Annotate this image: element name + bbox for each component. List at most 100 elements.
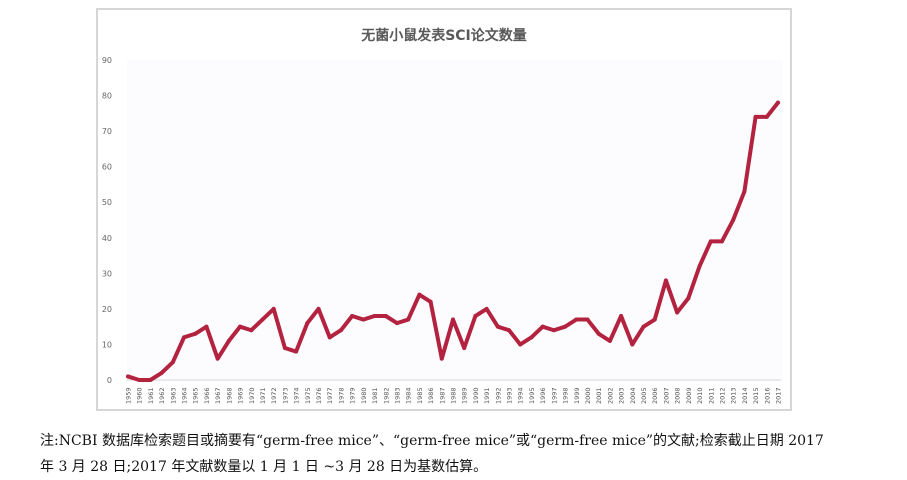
x-tick-label: 2012 <box>718 387 726 404</box>
x-tick-label: 1970 <box>248 387 256 404</box>
x-tick-label: 2013 <box>730 387 738 404</box>
data-point <box>428 299 433 304</box>
x-tick-label: 1976 <box>315 387 323 404</box>
x-tick-label: 1973 <box>281 387 289 404</box>
data-point <box>462 346 467 350</box>
caption-line-1: 注:NCBI 数据库检索题目或摘要有“germ-free mice”、“germ… <box>40 433 824 449</box>
data-point <box>473 314 478 318</box>
data-point <box>630 342 635 347</box>
data-point <box>686 296 691 301</box>
x-tick-label: 2009 <box>685 387 693 404</box>
x-tick-label: 2015 <box>752 387 760 404</box>
x-tick-label: 1981 <box>371 387 379 404</box>
x-tick-label: 1959 <box>125 387 133 404</box>
x-tick-label: 1971 <box>259 387 267 404</box>
x-axis: 1959 1960 1961 1962 1963 1964 1965 1966 1967 1968… <box>125 379 783 404</box>
x-tick-label: 2011 <box>707 387 715 404</box>
x-tick-label: 1982 <box>382 387 390 404</box>
x-tick-label: 1993 <box>506 387 514 404</box>
x-tick-label: 2017 <box>775 387 783 404</box>
data-point <box>193 331 198 336</box>
x-tick-label: 1975 <box>304 387 312 404</box>
data-point <box>327 335 332 340</box>
x-tick-label: 2005 <box>640 387 648 404</box>
data-point <box>372 314 377 318</box>
y-tick-label: 90 <box>102 56 112 65</box>
data-point <box>439 356 444 361</box>
data-point <box>226 338 231 343</box>
data-point <box>719 239 724 244</box>
data-point <box>159 370 164 375</box>
data-point <box>697 264 702 269</box>
data-point <box>294 349 299 354</box>
data-point <box>383 314 388 318</box>
x-tick-label: 1999 <box>573 387 581 404</box>
data-point <box>406 317 411 322</box>
data-point <box>204 324 209 329</box>
chart-title: 无菌小鼠发表SCI论文数量 <box>360 27 527 44</box>
x-tick-label: 1983 <box>393 387 401 404</box>
x-tick-label: 1965 <box>192 387 200 404</box>
data-point <box>271 306 276 311</box>
data-point <box>238 324 243 329</box>
data-point <box>260 317 265 322</box>
data-point <box>652 317 657 322</box>
data-point <box>563 324 568 329</box>
x-tick-label: 2001 <box>595 387 603 404</box>
y-tick-label: 70 <box>102 127 112 136</box>
x-tick-label: 1962 <box>158 387 166 404</box>
x-tick-label: 1980 <box>360 387 368 404</box>
data-point <box>585 317 590 322</box>
chart-frame: 无菌小鼠发表SCI论文数量 0 10 20 30 40 50 60 70 80 90 1959 19… <box>96 8 792 411</box>
series-group <box>126 100 780 382</box>
x-tick-label: 2000 <box>584 387 592 404</box>
data-point <box>641 324 646 329</box>
data-point <box>540 324 545 329</box>
data-point <box>776 100 780 105</box>
y-tick-label: 50 <box>102 198 112 207</box>
x-tick-label: 2016 <box>763 387 771 404</box>
data-point <box>126 374 130 379</box>
x-tick-label: 1961 <box>147 387 155 404</box>
data-point <box>249 328 254 333</box>
x-tick-label: 1978 <box>337 387 345 404</box>
data-point <box>137 378 142 382</box>
plot-area <box>127 60 783 382</box>
figure-caption: 注:NCBI 数据库检索题目或摘要有“germ-free mice”、“germ… <box>40 428 890 480</box>
data-point <box>394 321 399 326</box>
y-tick-label: 60 <box>102 163 112 172</box>
data-point <box>663 278 668 283</box>
x-tick-label: 1997 <box>550 387 558 404</box>
data-point <box>215 356 220 361</box>
x-tick-label: 1988 <box>450 387 458 404</box>
x-tick-label: 1960 <box>136 387 144 404</box>
x-tick-label: 2002 <box>606 387 614 404</box>
data-point <box>148 378 153 382</box>
x-tick-label: 1966 <box>203 387 211 404</box>
x-tick-label: 1998 <box>562 387 570 404</box>
x-tick-label: 1984 <box>405 387 413 404</box>
data-point <box>619 314 624 318</box>
data-point <box>182 335 187 340</box>
data-point <box>731 218 736 222</box>
data-point <box>742 189 747 194</box>
data-point <box>753 114 758 119</box>
x-tick-label: 1974 <box>293 387 301 404</box>
x-tick-label: 1991 <box>483 387 491 404</box>
data-point <box>675 310 680 315</box>
x-tick-label: 1985 <box>416 387 424 404</box>
data-point <box>350 314 355 318</box>
x-tick-label: 1994 <box>517 387 525 404</box>
x-tick-label: 2004 <box>629 387 637 404</box>
y-tick-label: 20 <box>102 305 112 314</box>
y-tick-label: 0 <box>107 376 112 385</box>
data-point <box>529 335 534 340</box>
x-tick-label: 1964 <box>181 387 189 404</box>
data-point <box>282 346 287 350</box>
data-point <box>170 360 175 365</box>
x-tick-label: 2014 <box>741 387 749 404</box>
x-tick-label: 1986 <box>427 387 435 404</box>
x-tick-label: 1987 <box>438 387 446 404</box>
data-point <box>607 338 612 343</box>
